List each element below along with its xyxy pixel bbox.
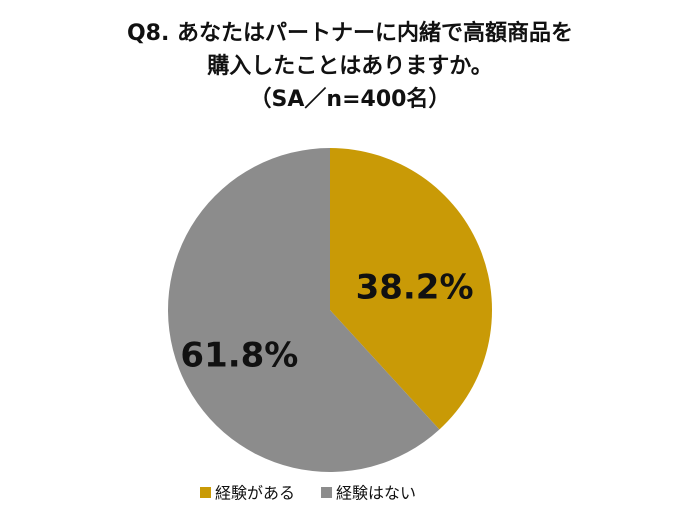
pie-slice xyxy=(330,148,492,430)
chart-title: Q8. あなたはパートナーに内緒で高額商品を xyxy=(127,20,573,46)
legend-label: 経験がある xyxy=(215,484,295,503)
value-label: 61.8% xyxy=(180,336,298,376)
chart-title: （SA／n=400名） xyxy=(250,86,451,112)
legend-label: 経験はない xyxy=(336,484,416,503)
legend-swatch xyxy=(321,487,333,498)
chart-title: 購入したことはありますか。 xyxy=(207,54,493,79)
value-label: 38.2% xyxy=(356,268,474,308)
pie-slice xyxy=(167,148,440,472)
legend-swatch xyxy=(200,487,211,498)
